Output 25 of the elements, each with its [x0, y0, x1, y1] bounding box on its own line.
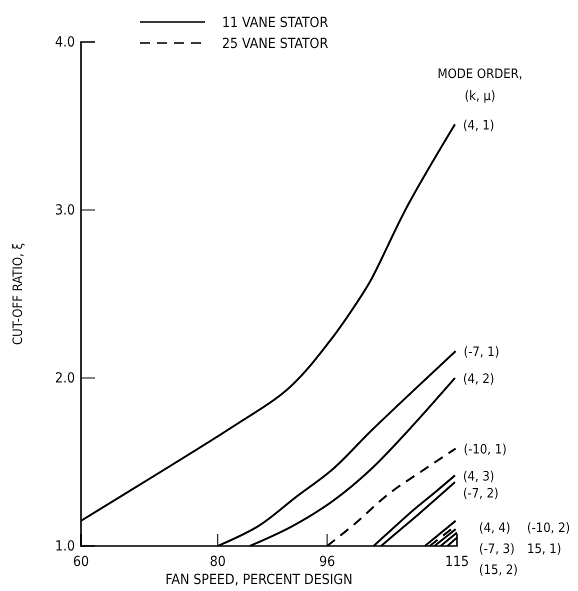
text: (k, μ)	[464, 89, 496, 104]
series-label: (-7, 2)	[462, 486, 499, 502]
text: (-10, 2)	[527, 521, 570, 536]
series-label: (4, 4)	[479, 521, 510, 536]
annotation: MODE ORDER,	[438, 67, 522, 82]
text: 11 VANE STATOR	[222, 15, 328, 31]
x-tick-label: 80	[210, 554, 226, 570]
y-tick-label: 3.0	[54, 202, 75, 218]
x-tick-label: 60	[72, 554, 90, 570]
series-label: (4, 3)	[462, 469, 494, 484]
series-label: (4, 1)	[462, 118, 494, 134]
x-axis-title: FAN SPEED, PERCENT DESIGN	[165, 572, 353, 588]
y-axis-title: CUT-OFF RATIO, ξ	[11, 243, 26, 345]
annotation: 25 VANE STATOR	[222, 36, 328, 52]
y-tick-label: 2.0	[54, 370, 75, 386]
x-tick-label: 96	[319, 554, 336, 570]
x-tick-label: 115	[444, 554, 470, 570]
text: (15, 2)	[479, 563, 518, 578]
series-label: (4, 2)	[462, 372, 494, 387]
y-tick-label: 4.0	[54, 34, 75, 50]
text: 15, 1)	[527, 542, 562, 557]
series-label: (-10, 1)	[464, 442, 507, 458]
y-tick-label: 1.0	[54, 538, 75, 554]
series-label: (-7, 1)	[464, 345, 500, 360]
text: (-7, 3)	[479, 542, 515, 557]
